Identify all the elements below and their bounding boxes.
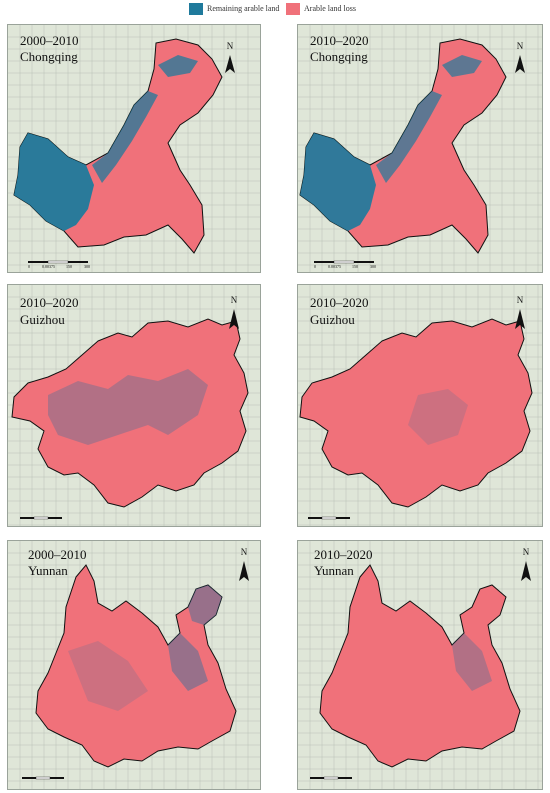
map-panel-yunnan-2010-2020: N 2010–2020 Yunnan [297,540,543,790]
scale-bar: 0 0.00375 150 300 [314,260,376,269]
svg-text:150: 150 [352,264,358,269]
remaining-land-west [14,133,94,231]
svg-text:0: 0 [28,264,30,269]
panel-period: 2000–2010 [28,547,87,562]
remaining-land-ridges [376,55,482,183]
scale-bar [20,516,62,520]
svg-text:0: 0 [314,264,316,269]
svg-text:150: 150 [66,264,72,269]
north-label: N [227,41,234,51]
yunnan-boundary [35,564,237,768]
remaining-land-northeast [168,585,222,691]
north-arrow: N [239,547,249,581]
legend: Remaining arable land Arable land loss [0,0,550,20]
panel-period: 2000–2010 [20,33,79,48]
remaining-land-speckle [48,369,208,445]
scale-bar [310,776,352,780]
north-arrow: N [229,295,239,329]
panel-region: Guizhou [20,312,65,327]
legend-remaining-label: Remaining arable land [207,4,280,13]
north-arrow: N [515,295,525,329]
map-panel-guizhou-right: N 2010–2020 Guizhou [297,284,543,527]
remaining-land-speckle [68,641,148,711]
map-yunnan-2000-2010: N [8,541,260,789]
north-arrow: N [521,547,531,581]
panel-period: 2010–2020 [310,295,369,310]
svg-text:300: 300 [84,264,90,269]
panel-region: Yunnan [28,563,68,578]
north-label: N [523,547,530,557]
north-label: N [241,547,248,557]
remaining-land-speckle [452,633,492,691]
map-panel-yunnan-2000-2010: N 2000–2010 Yunnan [7,540,261,790]
panel-period: 2010–2020 [314,547,373,562]
map-panel-guizhou-left: N 2010–2020 Guizhou [7,284,261,527]
remaining-land-west [300,133,376,231]
map-guizhou-right: N [298,285,542,526]
map-panel-chongqing-2010-2020: N 0 0.00375 150 300 2010–2020 Chongqing [297,24,543,273]
map-yunnan-2010-2020: N [298,541,542,789]
svg-text:0.00375: 0.00375 [42,264,55,269]
remaining-land-speckle [408,389,468,445]
svg-text:300: 300 [370,264,376,269]
scale-bar: 0 0.00375 150 300 [28,260,90,269]
north-arrow: N [225,41,235,73]
panel-region: Chongqing [20,49,78,64]
panel-region: Yunnan [314,563,354,578]
panel-region: Guizhou [310,312,355,327]
scale-bar [22,776,64,780]
north-label: N [231,295,238,305]
panel-period: 2010–2020 [310,33,369,48]
panel-region: Chongqing [310,49,368,64]
remaining-land-ridges [92,55,198,183]
legend-loss-label: Arable land loss [304,4,356,13]
yunnan-boundary [319,564,521,768]
guizhou-boundary [11,318,249,508]
guizhou-boundary [299,318,533,508]
legend-loss-swatch [286,3,300,15]
map-panel-chongqing-2000-2010: N 0 0.00375 150 300 2000–2010 Chongqing [7,24,261,273]
north-label: N [517,41,524,51]
map-chongqing-2000-2010: N 0 0.00375 150 300 [8,25,260,272]
scale-bar [308,516,350,520]
svg-text:0.00375: 0.00375 [328,264,341,269]
map-chongqing-2010-2020: N 0 0.00375 150 300 [298,25,542,272]
north-label: N [517,295,524,305]
legend-remaining-swatch [189,3,203,15]
map-guizhou-left: N [8,285,260,526]
panel-period: 2010–2020 [20,295,79,310]
north-arrow: N [515,41,525,73]
